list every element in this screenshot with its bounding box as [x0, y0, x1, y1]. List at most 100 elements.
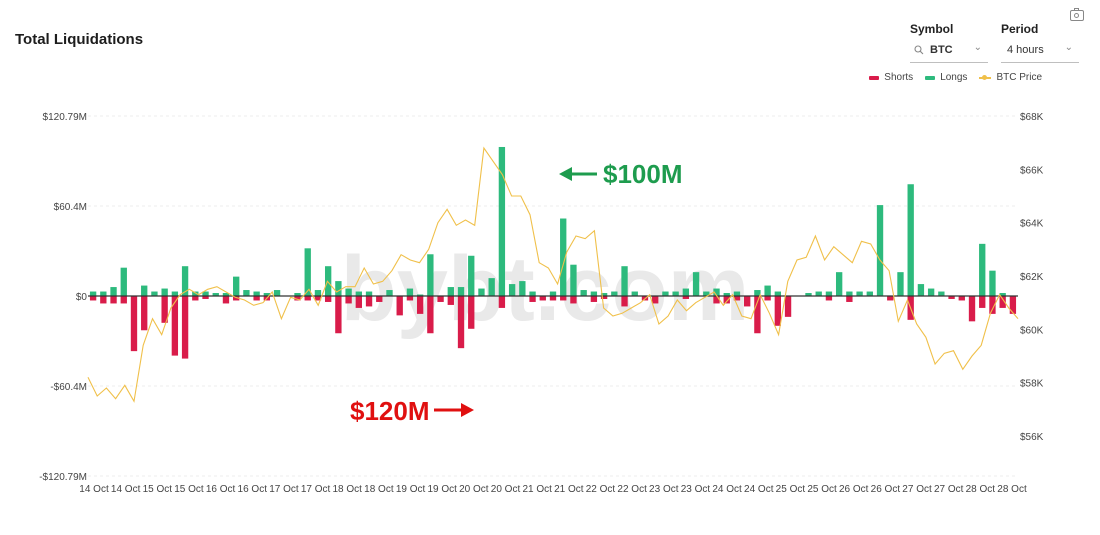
y-right-tick-label: $66K [1020, 165, 1044, 176]
longs-bar [263, 293, 271, 296]
shorts-bar [570, 296, 577, 304]
longs-bar [110, 287, 117, 296]
longs-bar [897, 272, 904, 296]
shorts-bar [498, 296, 506, 308]
longs-bar [498, 146, 506, 296]
shorts-bar [968, 296, 976, 322]
shorts-bar [253, 296, 260, 301]
shorts-bar [682, 296, 690, 299]
longs-bar [927, 288, 935, 296]
shorts-bar [335, 296, 342, 334]
longs-bar [89, 291, 97, 296]
shorts-bar [764, 296, 771, 301]
legend-label-btc-price: BTC Price [996, 72, 1042, 83]
longs-bar [233, 276, 240, 296]
longs-bar [713, 288, 720, 296]
longs-bar [100, 291, 107, 296]
x-tick-label: 22 Oct [586, 484, 616, 495]
x-tick-label: 15 Oct [143, 484, 173, 495]
longs-bar [355, 291, 362, 296]
x-tick-label: 14 Oct [79, 484, 109, 495]
longs-bar [243, 290, 250, 296]
longs-bar [457, 287, 465, 296]
longs-bar [314, 290, 322, 296]
y-left-tick-label: -$60.4M [50, 382, 87, 393]
longs-bar [631, 291, 638, 296]
shorts-bar [539, 296, 546, 301]
longs-bar [866, 291, 873, 296]
btc-price-line [87, 146, 1019, 403]
x-tick-label: 16 Oct [238, 484, 268, 495]
shorts-bar [468, 296, 475, 329]
shorts-bar [314, 296, 322, 301]
legend-item-longs[interactable]: Longs [925, 72, 967, 83]
legend-item-shorts[interactable]: Shorts [869, 72, 913, 83]
annotation-longs-arrow-head [559, 167, 572, 181]
shorts-bar [376, 296, 383, 302]
shorts-bar [590, 296, 598, 302]
shorts-bar [324, 296, 332, 302]
x-tick-label: 17 Oct [269, 484, 299, 495]
shorts-bar [825, 296, 833, 301]
shorts-bar [345, 296, 352, 304]
shorts-bar [560, 296, 567, 301]
longs-bar [161, 288, 168, 296]
shorts-bar [958, 296, 965, 301]
shorts-bar [447, 296, 454, 305]
y-right-tick-label: $60K [1020, 325, 1044, 336]
search-icon [914, 45, 924, 55]
longs-bar [141, 285, 148, 296]
longs-bar [427, 254, 434, 296]
longs-bar [560, 218, 567, 296]
y-right-tick-label: $68K [1020, 112, 1044, 123]
shorts-bar [1009, 296, 1017, 314]
longs-bar [273, 290, 281, 296]
x-tick-label: 21 Oct [554, 484, 584, 495]
longs-bar [692, 272, 700, 296]
x-tick-label: 20 Oct [491, 484, 521, 495]
longs-bar [672, 291, 679, 296]
x-tick-label: 16 Oct [206, 484, 236, 495]
shorts-bar [110, 296, 117, 304]
shorts-bar [457, 296, 465, 349]
x-tick-label: 18 Oct [333, 484, 363, 495]
longs-bar [733, 291, 741, 296]
legend-item-btc-price[interactable]: BTC Price [979, 72, 1042, 83]
longs-bar [304, 248, 311, 296]
shorts-bar [437, 296, 444, 302]
longs-bar [989, 270, 996, 296]
y-left-tick-label: $60.4M [54, 202, 87, 213]
longs-bar [580, 290, 587, 296]
longs-bar [979, 243, 986, 296]
shorts-bar [192, 296, 199, 301]
longs-bar [406, 288, 414, 296]
shorts-bar [979, 296, 986, 308]
longs-bar [519, 281, 526, 296]
y-right-tick-label: $64K [1020, 219, 1044, 230]
x-tick-label: 27 Oct [934, 484, 964, 495]
screenshot-camera-icon[interactable] [1070, 8, 1084, 21]
longs-bar [181, 266, 189, 296]
shorts-bar [130, 296, 138, 352]
shorts-bar [600, 296, 608, 299]
x-tick-label: 23 Oct [649, 484, 679, 495]
x-tick-label: 26 Oct [839, 484, 869, 495]
shorts-bar [887, 296, 894, 301]
annotation-shorts-arrow-head [461, 403, 474, 417]
shorts-bar [733, 296, 741, 301]
period-select[interactable]: 4 hours ⌄ [1001, 38, 1079, 63]
longs-bar [447, 287, 454, 296]
longs-bar [549, 291, 557, 296]
shorts-bar [222, 296, 230, 304]
longs-bar [416, 294, 424, 296]
symbol-label: Symbol [910, 22, 954, 36]
x-tick-label: 19 Oct [396, 484, 426, 495]
period-value: 4 hours [1007, 44, 1044, 56]
longs-bar [723, 293, 730, 296]
shorts-bar [774, 296, 782, 326]
shorts-bar [365, 296, 373, 307]
longs-bar [590, 291, 598, 296]
longs-bar [938, 291, 945, 296]
longs-bar [253, 291, 260, 296]
symbol-select[interactable]: BTC ⌄ [910, 38, 988, 63]
